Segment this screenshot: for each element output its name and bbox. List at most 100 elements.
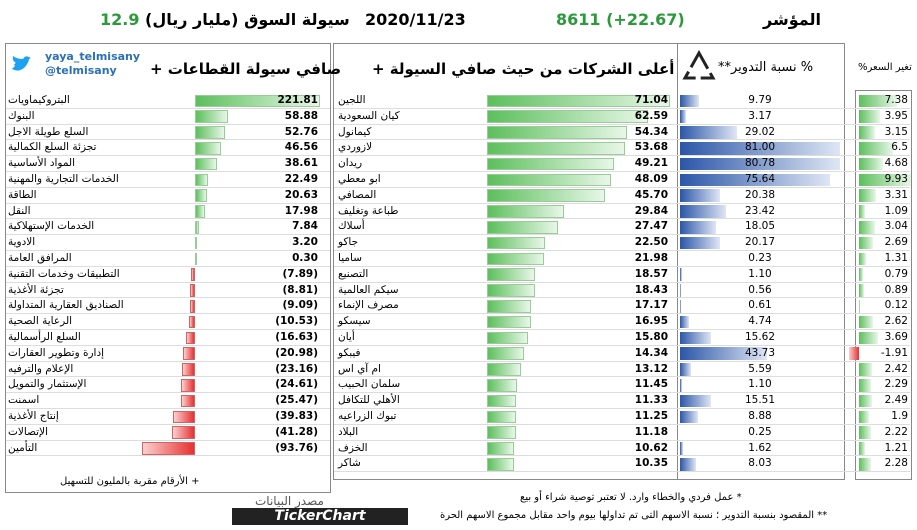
row-line (6, 234, 330, 236)
row-line (334, 423, 910, 425)
change-value: 1.21 (884, 441, 908, 454)
sector-value: (39.83) (275, 410, 318, 422)
change-value: 6.5 (891, 141, 908, 154)
sectors-title: صافي سيولة القطاعات + (150, 60, 342, 78)
liquidity-bar (487, 205, 564, 218)
change-value: 2.69 (884, 236, 908, 249)
liquidity-bar (487, 173, 612, 187)
companies-title: أعلى الشركات من حيث صافي السيولة + (372, 60, 675, 78)
sector-bar (185, 331, 195, 345)
change-panel (855, 90, 912, 480)
turnover-bar (680, 363, 692, 376)
company-name: ابو معطي (338, 173, 381, 185)
turnover-value: 18.05 (744, 220, 776, 233)
company-name: شاكر (338, 457, 361, 470)
liquidity-value: 53.68 (634, 141, 668, 154)
change-title: تغير السعر% (858, 62, 912, 73)
sector-name: السلع الرأسمالية (8, 331, 81, 343)
sector-bar (180, 394, 195, 408)
turnover-bar (680, 442, 684, 455)
change-value: 4.68 (884, 157, 908, 170)
change-bar (859, 315, 873, 329)
liquidity-value: 71.04 (634, 94, 668, 106)
sector-bar (172, 410, 195, 424)
footer-note2: ** المقصود بنسبة التدوير ؛ نسبة الاسهم ا… (440, 510, 828, 521)
row-line (6, 344, 330, 346)
company-name: كيمانول (338, 125, 372, 138)
company-name: المصافي (338, 188, 377, 201)
row-line (6, 202, 330, 204)
company-name: جاكو (338, 236, 359, 249)
liquidity-bar (487, 94, 671, 108)
company-name: ريدان (338, 157, 363, 170)
sector-value: (24.61) (275, 378, 318, 391)
turnover-value: 4.74 (748, 315, 772, 328)
company-name: أسلاك (338, 220, 365, 233)
sector-value: (9.09) (282, 299, 318, 312)
row-line (6, 408, 330, 409)
row-line (334, 471, 910, 473)
turnover-bar (680, 347, 767, 361)
company-name: ساميا (338, 252, 362, 264)
handle: yaya_telmisany (45, 50, 141, 63)
change-value: 2.49 (884, 394, 908, 407)
sector-bar (195, 110, 229, 124)
turnover-value: 1.62 (748, 441, 772, 454)
handle2: @telmisany (45, 64, 117, 77)
liquidity-label: سيولة السوق (مليار ريال) (145, 10, 350, 29)
liquidity-value: 22.50 (634, 236, 668, 249)
change-value: 2.28 (884, 457, 908, 470)
change-bar (859, 173, 911, 187)
change-bar (859, 126, 876, 139)
sector-value: 52.76 (284, 125, 318, 138)
sector-bar (195, 141, 222, 155)
turnover-bar (680, 457, 696, 471)
sector-name: الخدمات التجارية والمهنية (8, 173, 119, 185)
liquidity-value: 11.25 (634, 410, 668, 422)
liquidity-value: 48.09 (634, 173, 668, 185)
sector-value: 7.84 (292, 220, 318, 233)
date: 2020/11/23 (365, 10, 466, 29)
row-line (334, 186, 910, 188)
liquidity-bar (487, 426, 516, 440)
change-bar (859, 157, 884, 171)
turnover-bar (680, 284, 682, 297)
row-line (6, 250, 330, 251)
index-label: المؤشر (763, 10, 821, 29)
change-bar (859, 268, 864, 282)
sector-bar (195, 126, 225, 139)
sector-value: (41.28) (275, 425, 318, 438)
change-value: 1.31 (884, 252, 908, 264)
company-name: كيان السعودية (338, 109, 400, 122)
liquidity-bar (487, 141, 626, 155)
liquidity-bar (487, 189, 605, 203)
change-bar (859, 284, 864, 297)
sector-value: (20.98) (275, 346, 318, 359)
turnover-bar (680, 236, 720, 250)
liquidity-value: 11.18 (634, 425, 668, 438)
liquidity-bar (487, 299, 532, 313)
company-name: تبوك الزراعيه (338, 410, 397, 422)
row-line (334, 250, 910, 251)
liquidity-bar (487, 252, 544, 266)
company-name: البلاد (338, 425, 359, 438)
row-line (334, 344, 910, 346)
sector-bar (195, 189, 207, 203)
liquidity-bar (487, 410, 517, 424)
liquidity-value: 18.43 (634, 283, 668, 296)
liquidity-value: 29.84 (634, 204, 668, 217)
sector-bar (181, 363, 195, 376)
row-line (334, 439, 910, 441)
turnover-value: 80.78 (744, 157, 776, 170)
turnover-value: 20.17 (744, 236, 776, 249)
turnover-bar (680, 110, 687, 124)
change-bar (859, 394, 872, 408)
sector-name: المرافق العامة (8, 252, 72, 264)
row-line (6, 123, 330, 125)
liquidity-value: 21.98 (634, 252, 668, 264)
row-line (6, 155, 330, 157)
sector-name: المواد الأساسية (8, 157, 76, 170)
turnover-bar (680, 126, 738, 139)
company-name: سيسكو (338, 315, 371, 328)
